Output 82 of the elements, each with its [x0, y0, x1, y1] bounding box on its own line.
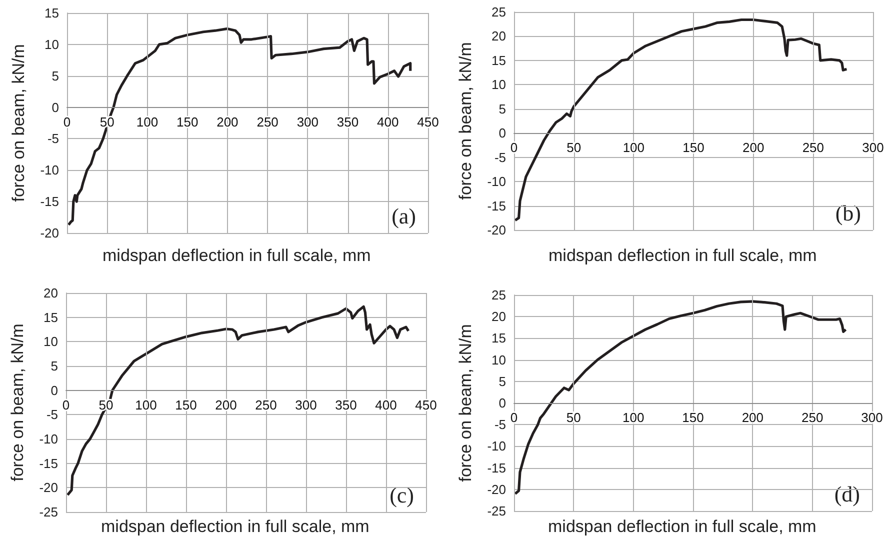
x-tick-label: 300	[861, 410, 883, 425]
y-tick-label: -20	[40, 226, 59, 240]
y-axis-title: force on beam, kN/m	[9, 44, 28, 202]
y-tick-label: 5	[498, 374, 506, 389]
y-tick-label: 5	[52, 68, 59, 84]
y-tick-label: -10	[40, 162, 59, 178]
annotation: (c)	[390, 482, 414, 508]
y-tick-label: -10	[487, 438, 506, 454]
annotation: (a)	[392, 204, 416, 228]
x-axis-title: midspan deflection in full scale, mm	[548, 246, 817, 265]
y-tick-label: -20	[39, 480, 58, 496]
y-tick-label: 0	[50, 382, 58, 398]
x-tick-label: 250	[802, 140, 824, 156]
x-tick-label: 150	[682, 410, 704, 425]
x-axis-title: midspan deflection in full scale, mm	[101, 517, 370, 536]
x-tick-label: 300	[295, 397, 317, 412]
x-tick-label: 0	[510, 410, 518, 425]
y-tick-label: 15	[44, 310, 58, 325]
y-tick-label: 25	[492, 288, 506, 302]
x-axis-title: midspan deflection in full scale, mm	[548, 517, 816, 536]
x-tick-label: 400	[377, 114, 399, 130]
y-tick-label: -15	[487, 460, 506, 476]
x-tick-label: 350	[336, 114, 359, 130]
y-tick-label: -25	[39, 504, 58, 520]
x-tick-label: 150	[176, 114, 198, 130]
y-tick-label: 0	[498, 126, 506, 141]
x-tick-label: 150	[175, 397, 197, 412]
annotation: (d)	[834, 482, 860, 506]
y-tick-label: -5	[47, 131, 59, 146]
x-tick-label: 200	[216, 114, 238, 130]
x-tick-label: 400	[375, 397, 397, 412]
y-tick-label: 0	[52, 100, 59, 115]
y-axis-title: force on beam, kN/m	[8, 324, 27, 482]
y-tick-label: -10	[487, 174, 506, 190]
y-tick-label: -10	[39, 432, 58, 446]
y-tick-label: -15	[39, 456, 58, 471]
y-tick-label: -15	[40, 194, 59, 210]
y-tick-label: 10	[492, 352, 506, 368]
y-tick-label: 15	[492, 330, 506, 346]
y-tick-label: -5	[494, 417, 506, 432]
y-tick-label: 10	[492, 77, 506, 92]
y-axis-title: force on beam, kN/m	[456, 42, 475, 200]
y-tick-label: -20	[487, 482, 506, 497]
x-tick-label: 0	[62, 397, 70, 412]
x-tick-label: 250	[256, 114, 278, 130]
x-tick-label: 250	[801, 410, 824, 425]
y-axis-title: force on beam, kN/m	[456, 324, 475, 482]
x-tick-label: 200	[215, 397, 237, 412]
x-tick-label: 250	[255, 397, 277, 412]
x-tick-label: 450	[415, 397, 437, 412]
y-tick-label: -25	[487, 504, 506, 518]
x-tick-label: 100	[136, 114, 158, 130]
x-tick-label: 150	[682, 140, 704, 156]
y-tick-label: -20	[487, 222, 506, 238]
y-tick-label: 20	[492, 309, 506, 324]
x-tick-label: 350	[335, 397, 357, 412]
x-axis-title: midspan deflection in full scale, mm	[102, 246, 371, 265]
y-tick-label: 15	[44, 6, 59, 20]
x-tick-label: 100	[135, 397, 157, 412]
y-tick-label: 20	[44, 286, 58, 300]
x-tick-label: 50	[566, 140, 582, 156]
x-tick-label: 100	[622, 410, 644, 425]
x-tick-label: 50	[566, 410, 581, 425]
y-tick-label: 20	[492, 28, 506, 44]
x-tick-label: 300	[862, 140, 884, 156]
y-tick-label: -5	[494, 150, 506, 165]
y-tick-label: 25	[492, 4, 506, 20]
y-tick-label: 15	[492, 52, 506, 68]
x-tick-label: 200	[742, 410, 764, 425]
x-tick-label: 100	[622, 140, 645, 156]
x-tick-label: 300	[296, 114, 319, 130]
x-tick-label: 450	[417, 114, 439, 130]
x-tick-label: 0	[510, 140, 518, 156]
y-tick-label: -5	[46, 407, 58, 422]
y-tick-label: -15	[487, 198, 506, 214]
y-tick-label: 5	[498, 101, 506, 116]
y-tick-label: 5	[50, 358, 58, 374]
annotation: (b)	[835, 200, 862, 226]
y-tick-label: 10	[44, 36, 59, 52]
x-tick-label: 0	[63, 114, 71, 130]
y-tick-label: 10	[44, 334, 58, 350]
x-tick-label: 200	[742, 140, 764, 156]
